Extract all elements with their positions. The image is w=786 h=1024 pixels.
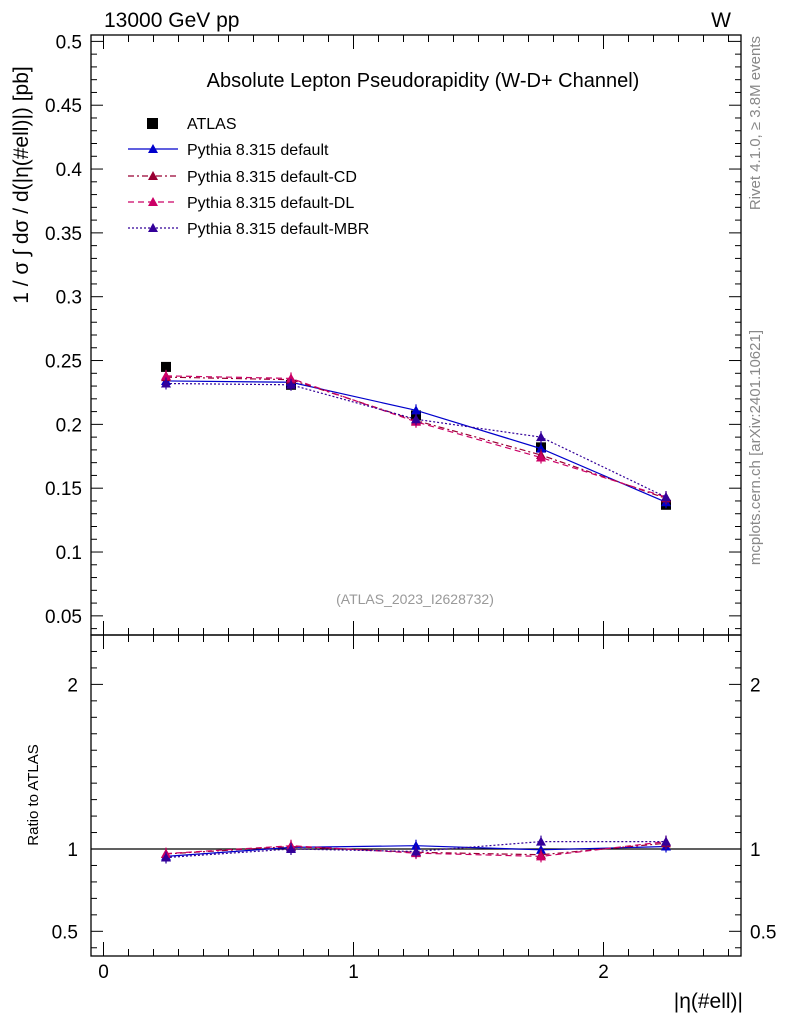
ratio-point-mbr [161, 852, 171, 862]
ratio-frame [90, 634, 742, 957]
main-axes: 0.05 0.1 0.15 0.2 0.25 0.3 0.35 0.4 0.45 0.5 [45, 32, 741, 635]
x-tick-label: 1 [348, 962, 359, 983]
y-axis-label-ratio: Ratio to ATLAS [25, 744, 42, 845]
y-tick-label-main: 0.35 [45, 224, 82, 245]
ratio-point-dl [536, 851, 546, 861]
y-tick-label-main: 0.05 [45, 607, 82, 628]
ratio-series [161, 835, 671, 864]
y-tick-label-main: 0.3 [56, 288, 82, 309]
legend-label-dl: Pythia 8.315 default-DL [187, 195, 354, 212]
main-point-mbr [536, 432, 546, 442]
y-tick-label-ratio: 2 [67, 675, 78, 696]
main-point-default [536, 443, 546, 453]
legend-marker-cd [148, 171, 158, 180]
legend-label-atlas: ATLAS [187, 116, 237, 133]
y-tick-label-main: 0.4 [56, 160, 83, 181]
y-tick-label-main: 0.25 [45, 352, 82, 373]
main-point-atlas [161, 361, 171, 372]
legend-label-cd: Pythia 8.315 default-CD [187, 169, 357, 186]
rivet-label: Rivet 4.1.0, ≥ 3.8M events [747, 36, 764, 210]
ratio-point-mbr [286, 844, 296, 853]
y-tick-label-ratio-right: 1 [750, 840, 761, 861]
main-point-mbr [286, 379, 296, 389]
ratio-line-mbr [165, 840, 666, 859]
y-tick-label-ratio: 1 [67, 840, 78, 861]
main-line-mbr [165, 382, 667, 498]
main-point-dl [286, 373, 296, 383]
chart-title: Absolute Lepton Pseudorapidity (W-D+ Cha… [207, 70, 640, 92]
main-series [161, 361, 671, 510]
ratio-point-mbr [411, 846, 421, 856]
legend-marker-mbr [148, 223, 158, 232]
legend-label-mbr: Pythia 8.315 default-MBR [187, 221, 369, 238]
mcplots-label: mcplots.cern.ch [arXiv:2401.10621] [747, 330, 764, 565]
main-line-cd [165, 376, 667, 499]
y-tick-label-main: 0.15 [45, 479, 82, 500]
legend-marker-default [148, 144, 158, 153]
x-axis-label: |η(#ell)| [674, 990, 743, 1013]
main-point-mbr [161, 378, 171, 388]
legend-marker-dl [148, 197, 158, 206]
y-tick-label-main: 0.5 [56, 32, 82, 53]
legend-marker-atlas [147, 118, 158, 129]
analysis-id: (ATLAS_2023_I2628732) [336, 591, 494, 607]
y-tick-label-ratio: 0.5 [52, 922, 78, 943]
main-line-default [165, 380, 667, 503]
y-axis-label-main: 1 / σ ∫ dσ / d(|η(#ell)|) [pb] [10, 66, 33, 304]
energy-label: 13000 GeV pp [104, 9, 239, 32]
process-label: W [711, 9, 731, 32]
main-point-dl [161, 370, 171, 380]
ratio-point-default [411, 840, 421, 850]
main-point-mbr [661, 492, 671, 502]
y-tick-label-main: 0.45 [45, 96, 82, 117]
ratio-point-mbr [661, 836, 671, 846]
ratio-point-mbr [536, 836, 546, 846]
legend-label-default: Pythia 8.315 default [187, 142, 329, 159]
y-tick-label-main: 0.2 [56, 415, 82, 436]
main-line-dl [165, 375, 667, 498]
y-tick-label-ratio-right: 2 [750, 675, 761, 696]
x-tick-label: 0 [98, 962, 109, 983]
x-tick-label: 2 [598, 962, 609, 983]
main-point-dl [536, 452, 546, 462]
main-point-default [411, 405, 421, 415]
y-tick-label-ratio-right: 0.5 [750, 922, 776, 943]
legend: ATLAS Pythia 8.315 default Pythia 8.315 … [128, 116, 369, 238]
ratio-axes: 0 1 2 0.5 0.5 1 1 2 2 [52, 635, 776, 983]
main-point-mbr [411, 414, 421, 424]
y-tick-label-main: 0.1 [56, 543, 82, 564]
